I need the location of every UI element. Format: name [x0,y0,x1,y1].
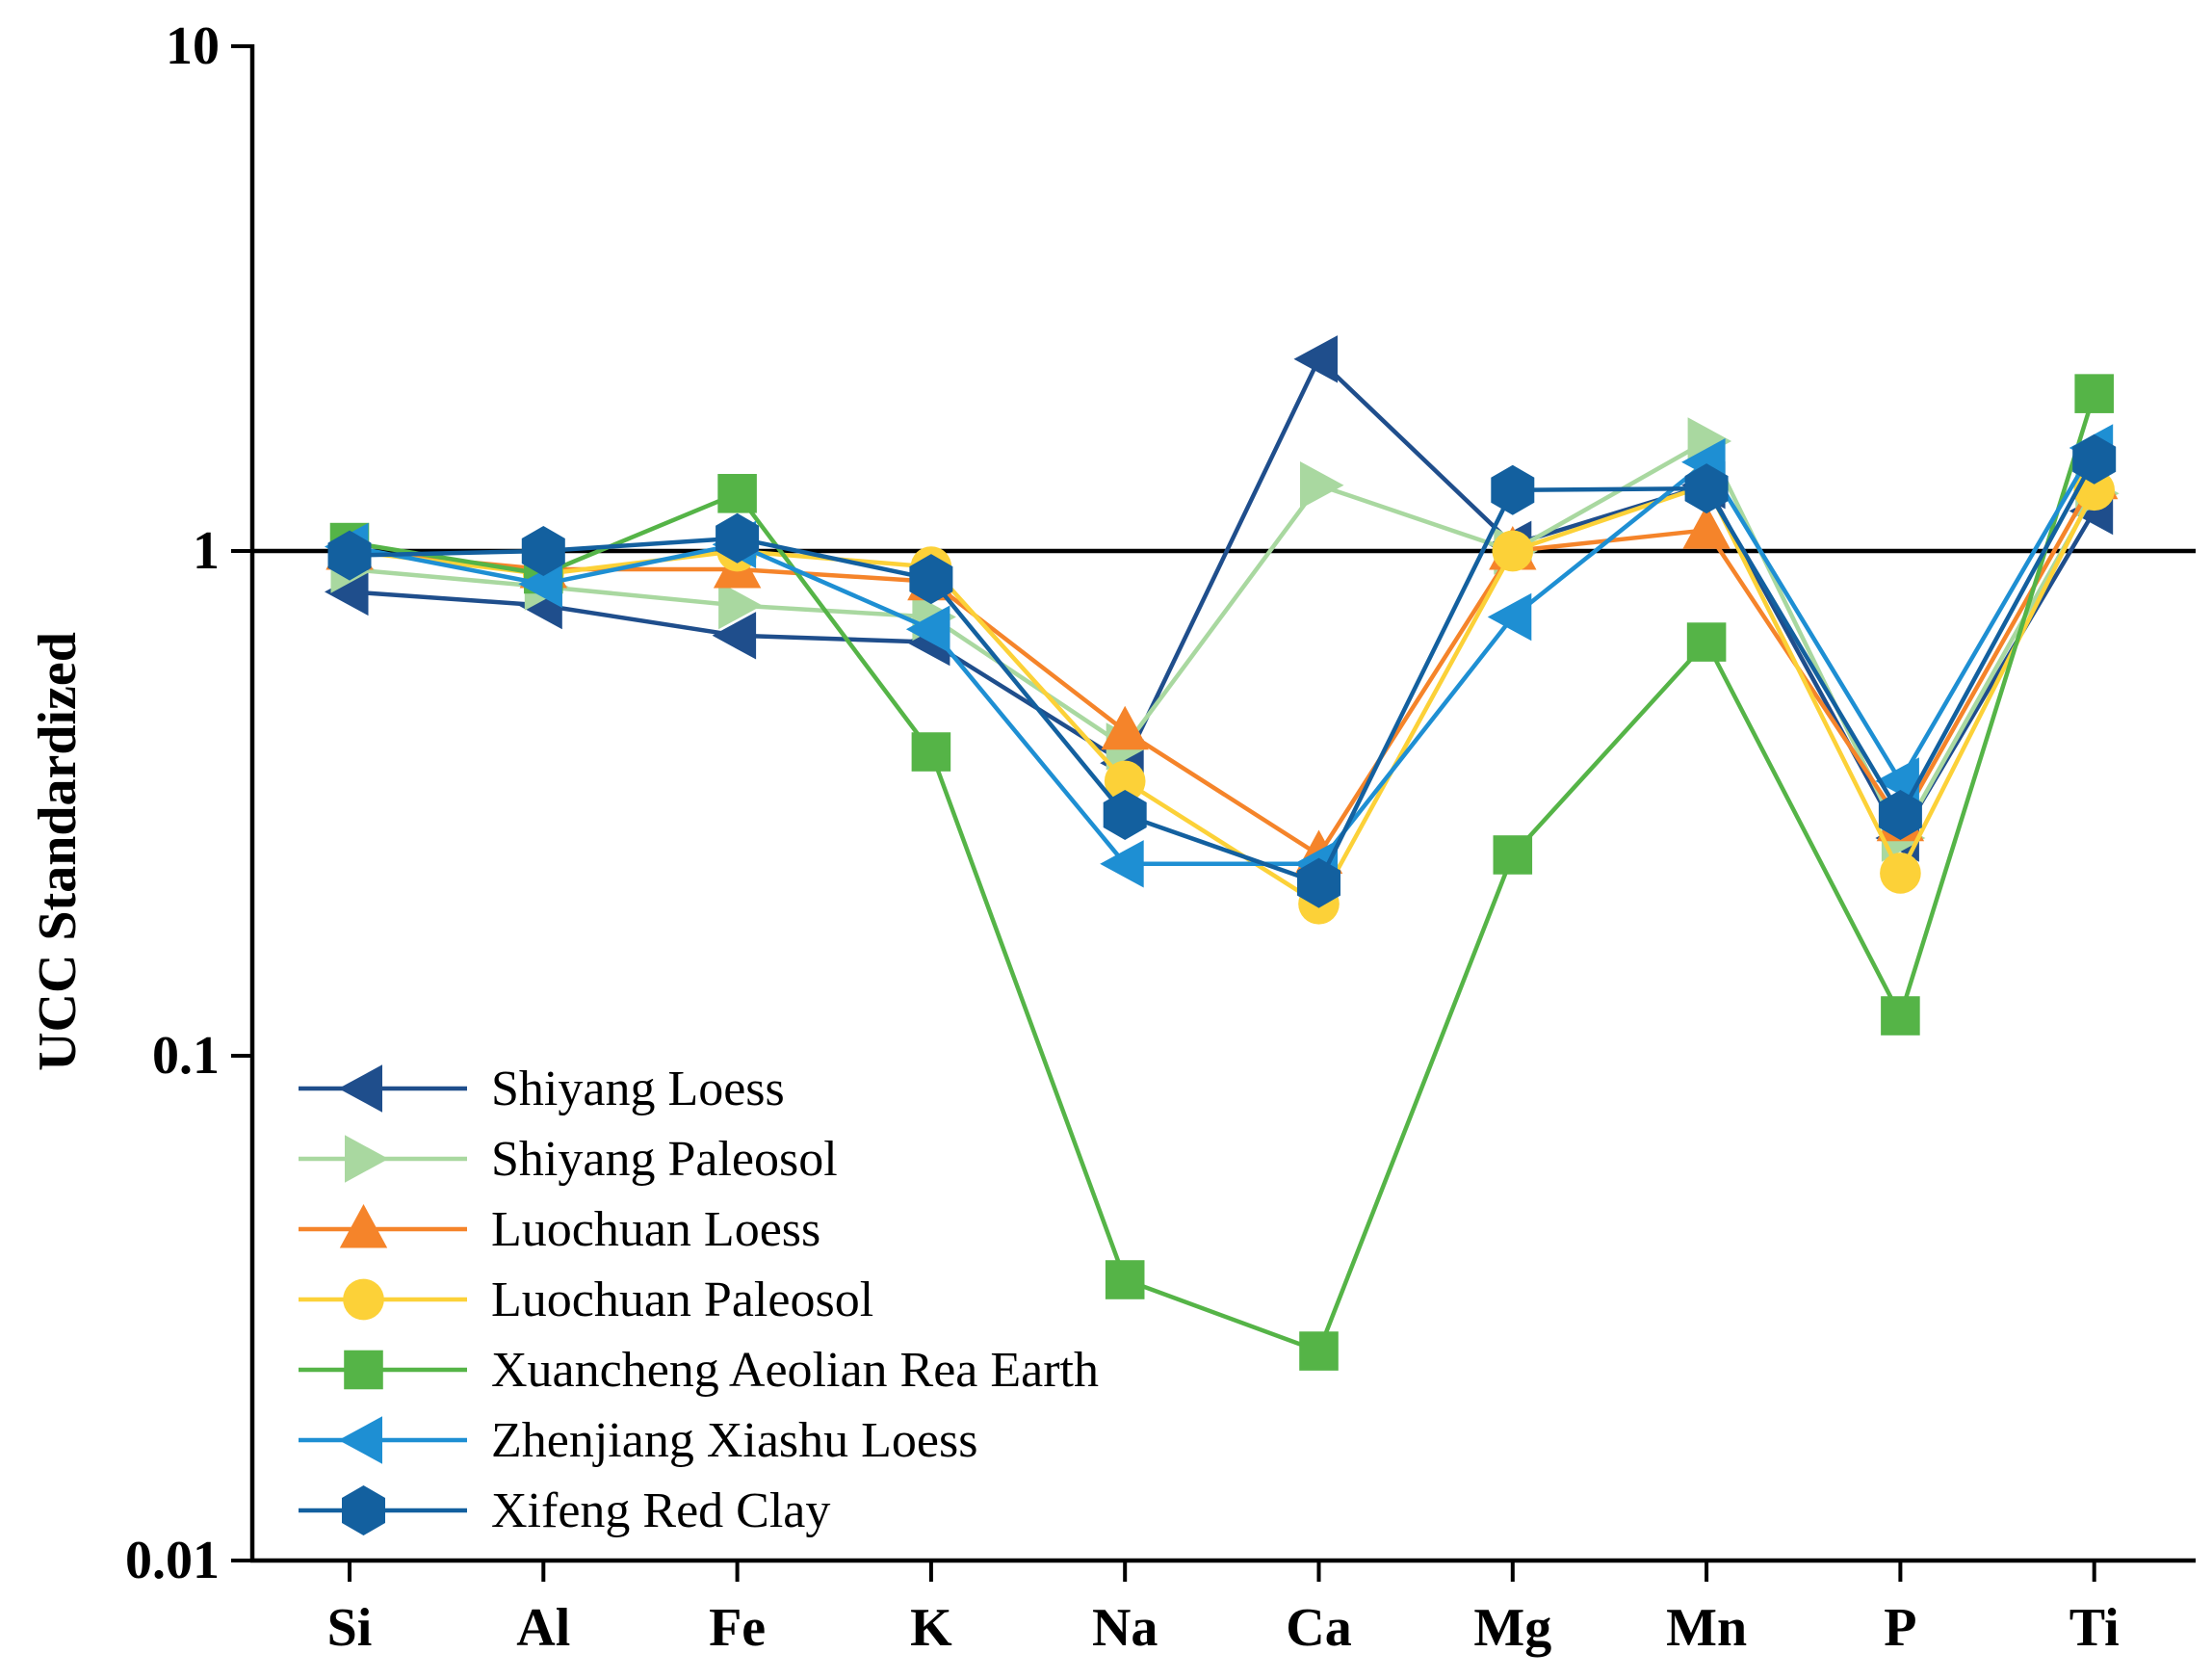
legend-item-zhenjiang-xiashu-loess: Zhenjiang Xiashu Loess [299,1413,977,1468]
series-line-shiyang-loess [349,356,2096,841]
x-tick-label-mn: Mn [1666,1598,1747,1658]
x-tick-label-ti: Ti [2069,1598,2120,1658]
series-xifeng-red-clay [327,433,2117,908]
legend-label-zhenjiang-xiashu-loess: Zhenjiang Xiashu Loess [491,1413,977,1468]
legend-item-xuancheng-aeolian-rea-earth: Xuancheng Aeolian Rea Earth [299,1343,1099,1398]
legend-item-luochuan-loess: Luochuan Loess [299,1202,820,1257]
point-luochuan-paleosol-na [1104,760,1146,802]
x-tick-label-p: P [1884,1598,1916,1658]
legend-marker-xuancheng-aeolian-rea-earth [344,1350,383,1390]
series-line-xifeng-red-clay [349,458,2096,885]
legend-label-shiyang-loess: Shiyang Loess [491,1062,785,1116]
legend-marker-xifeng-red-clay [342,1485,385,1535]
point-xifeng-red-clay-p [1878,790,1922,840]
series-layer [325,335,2120,1371]
point-luochuan-loess-na [1101,705,1149,750]
point-xuancheng-aeolian-rea-earth-na [1105,1260,1145,1299]
point-xifeng-red-clay-al [521,526,565,576]
point-xuancheng-aeolian-rea-earth-fe [717,474,757,513]
legend-marker-luochuan-paleosol [343,1278,384,1321]
legend: Shiyang Loess Shiyang Paleosol Luochuan Lo… [299,1062,1099,1538]
series-zhenjiang-xiashu-loess [325,424,2114,888]
series-line-xuancheng-aeolian-rea-earth [349,392,2096,1353]
axes-layer [231,44,2196,1582]
y-tick-label: 10 [166,16,220,76]
point-shiyang-paleosol-fe [718,581,763,630]
legend-label-xifeng-red-clay: Xifeng Red Clay [491,1483,830,1538]
labels-layer: 10 1 0.1 0.01 Si Al Fe K Na Ca Mg Mn P Ti UCC Standard… [28,16,2120,1658]
legend-label-xuancheng-aeolian-rea-earth: Xuancheng Aeolian Rea Earth [491,1343,1099,1398]
legend-marker-zhenjiang-xiashu-loess [338,1416,382,1464]
point-xuancheng-aeolian-rea-earth-ti [2074,374,2114,413]
legend-marker-shiyang-paleosol [345,1135,389,1183]
point-xuancheng-aeolian-rea-earth-k [911,732,951,772]
y-tick-label: 1 [193,521,220,581]
legend-item-luochuan-paleosol: Luochuan Paleosol [299,1272,873,1327]
legend-item-shiyang-loess: Shiyang Loess [299,1062,785,1116]
x-tick-label-fe: Fe [709,1598,766,1658]
point-shiyang-loess-fe [712,612,757,660]
y-axis-title: UCC Standardized [28,632,88,1071]
legend-marker-luochuan-loess [339,1204,388,1248]
series-luochuan-loess [325,455,2119,874]
point-xifeng-red-clay-si [327,530,372,581]
x-tick-label-al: Al [516,1598,570,1658]
legend-item-xifeng-red-clay: Xifeng Red Clay [299,1483,830,1538]
x-tick-label-na: Na [1092,1598,1158,1658]
point-shiyang-loess-ca [1293,335,1338,383]
point-luochuan-paleosol-mg [1492,530,1534,572]
x-tick-label-si: Si [327,1598,373,1658]
point-xuancheng-aeolian-rea-earth-ca [1299,1331,1339,1371]
point-luochuan-paleosol-p [1880,853,1921,894]
point-xifeng-red-clay-ca [1297,857,1340,908]
series-line-shiyang-paleosol [349,438,2096,841]
legend-label-shiyang-paleosol: Shiyang Paleosol [491,1132,838,1187]
series-line-zhenjiang-xiashu-loess [349,446,2096,867]
point-xifeng-red-clay-k [909,554,953,605]
point-xuancheng-aeolian-rea-earth-p [1881,996,1920,1036]
legend-item-shiyang-paleosol: Shiyang Paleosol [299,1132,838,1187]
series-shiyang-loess [325,335,2114,862]
x-tick-label-mg: Mg [1473,1598,1551,1658]
point-xuancheng-aeolian-rea-earth-mg [1493,835,1533,875]
point-zhenjiang-xiashu-loess-k [905,605,950,653]
point-shiyang-paleosol-ca [1300,461,1344,510]
point-xifeng-red-clay-fe [716,512,760,564]
point-zhenjiang-xiashu-loess-mg [1487,592,1532,642]
legend-label-luochuan-loess: Luochuan Loess [491,1202,820,1257]
legend-label-luochuan-paleosol: Luochuan Paleosol [491,1272,873,1327]
x-tick-label-k: K [910,1598,952,1658]
point-xifeng-red-clay-mg [1491,464,1535,515]
point-xuancheng-aeolian-rea-earth-mn [1686,622,1727,662]
legend-marker-shiyang-loess [338,1064,382,1113]
y-tick-label: 0.1 [152,1026,220,1086]
point-luochuan-loess-mn [1682,505,1731,549]
y-tick-label: 0.01 [125,1531,220,1590]
point-zhenjiang-xiashu-loess-al [518,560,562,608]
point-zhenjiang-xiashu-loess-p [1875,757,1919,805]
point-xifeng-red-clay-ti [2072,433,2117,485]
point-zhenjiang-xiashu-loess-na [1100,840,1144,888]
point-xifeng-red-clay-na [1103,790,1147,840]
point-shiyang-loess-si [325,567,369,617]
point-xifeng-red-clay-mn [1684,463,1729,514]
x-tick-label-ca: Ca [1286,1598,1351,1658]
